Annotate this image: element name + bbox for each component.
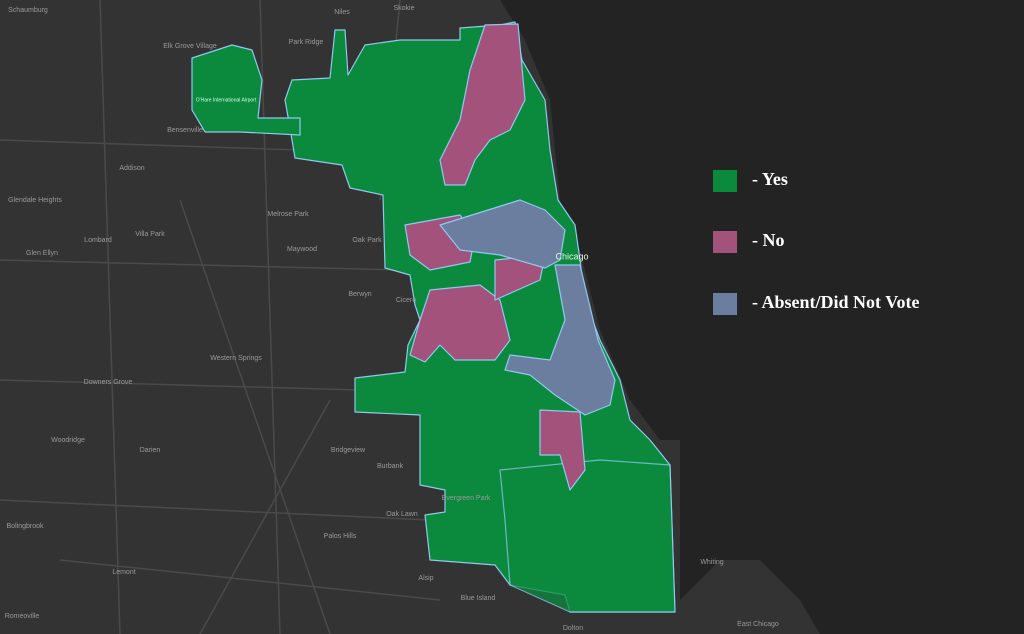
place-label: Bridgeview [331,447,366,454]
place-label: Western Springs [210,355,262,362]
roads [0,0,441,634]
legend-swatch [713,293,737,315]
legend-swatch [713,170,737,192]
place-label: Chicago [555,251,588,261]
place-label: Bolingbrook [7,523,44,530]
place-label: Woodridge [51,437,85,444]
place-label: Darien [140,447,161,454]
place-label: Glen Ellyn [26,250,58,257]
ward-region [499,459,676,613]
place-label: Cicero [396,297,416,304]
place-label: Burbank [377,463,404,470]
place-label: Oak Park [352,237,382,244]
place-label: Schaumburg [8,7,48,14]
place-label: Alsip [418,575,433,582]
wards [191,21,676,613]
place-label: Berwyn [348,291,371,298]
place-labels: Niles Skokie Park Ridge Elk Grove Villag… [5,5,779,632]
place-label: Evergreen Park [442,495,491,502]
place-label: East Chicago [737,621,779,628]
place-label: Elk Grove Village [163,43,217,50]
place-label: Whiting [700,559,723,566]
legend-label: - Absent/Did Not Vote [752,292,920,312]
place-label: Lombard [84,237,112,244]
place-label: Maywood [287,246,317,253]
place-label: Lemont [112,569,135,576]
ward-region [439,23,526,186]
place-label: Palos Hills [324,533,357,540]
ward-region [439,199,566,269]
place-label: Park Ridge [289,39,324,46]
legend: - Yes - No - Absent/Did Not Vote [713,169,920,315]
ward-region [504,264,616,416]
legend-label: - Yes [752,169,788,189]
place-label: O'Hare International Airport [196,97,257,103]
place-label: Niles [334,9,350,16]
place-label: Dolton [563,625,583,632]
ward-region [191,44,301,136]
legend-swatch [713,231,737,253]
place-label: Oak Lawn [386,511,418,518]
place-label: Skokie [393,5,414,12]
legend-label: - No [752,230,785,250]
ward-region [409,284,511,363]
place-label: Downers Grove [84,379,133,386]
place-label: Romeoville [5,613,40,620]
place-label: Addison [119,165,144,172]
place-label: Blue Island [461,595,496,602]
place-label: Villa Park [135,231,165,238]
place-label: Melrose Park [267,211,309,218]
place-label: Glendale Heights [8,197,62,204]
place-label: Bensenville [167,127,203,134]
